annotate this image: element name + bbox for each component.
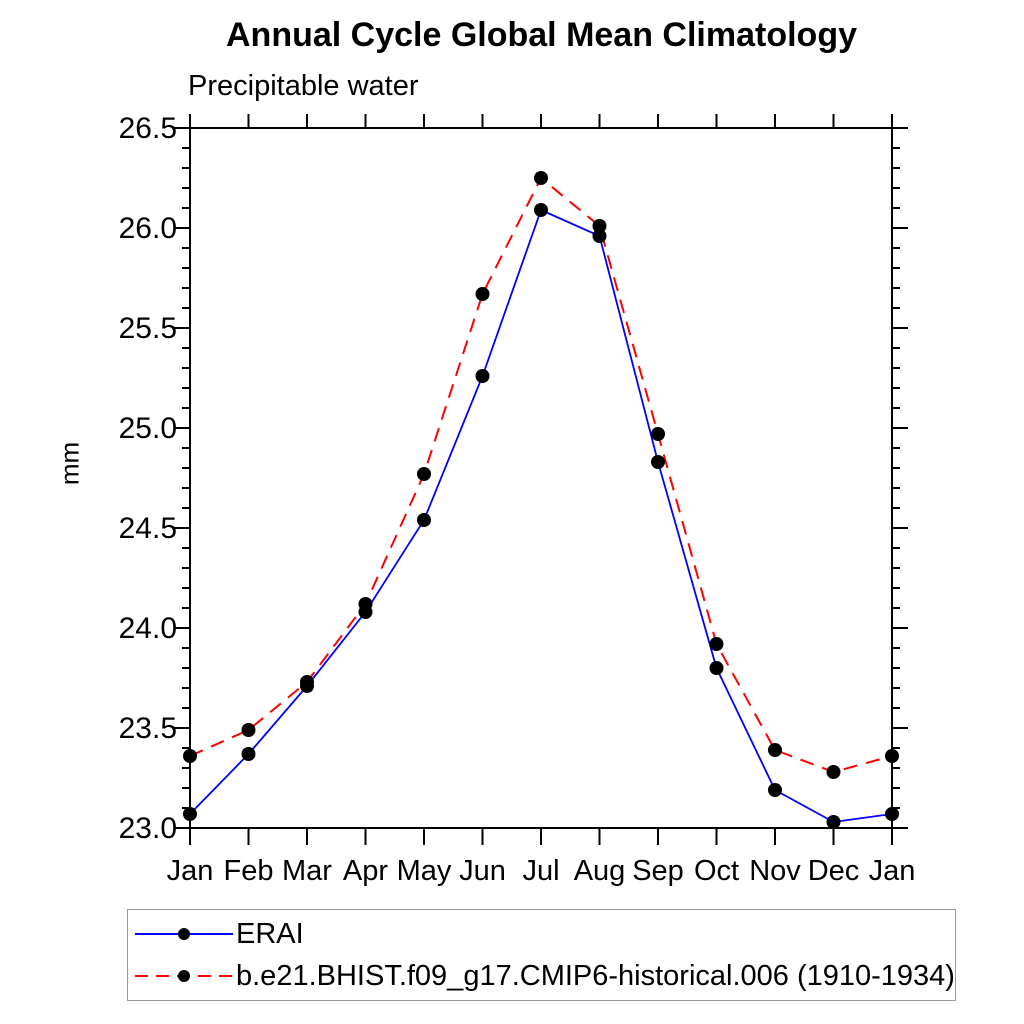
data-point [358, 597, 373, 611]
x-tick-label: Dec [808, 855, 860, 887]
data-point [651, 427, 665, 441]
y-tick-label: 23.5 [119, 712, 177, 745]
data-point [768, 783, 782, 797]
data-point [417, 513, 431, 527]
erai-line-sample-icon [135, 928, 233, 940]
y-axis-tick-labels: 23.0 23.5 24.0 24.5 25.0 25.5 26.0 26.5 [119, 112, 177, 845]
x-tick-label: Jan [167, 855, 214, 887]
legend-row-erai: ERAI [133, 915, 955, 953]
x-tick-label: Jul [522, 855, 559, 887]
data-point [768, 743, 782, 757]
data-point [826, 765, 841, 779]
chart-subtitle: Precipitable water [188, 70, 419, 102]
series-line-1 [189, 176, 893, 774]
series-line-0 [189, 208, 893, 823]
axes-frame [189, 127, 893, 829]
y-tick-label: 26.5 [119, 112, 177, 145]
data-point [885, 807, 899, 821]
data-point [592, 219, 607, 233]
chart-title: Annual Cycle Global Mean Climatology [226, 16, 857, 54]
legend: ERAI b.e21.BHIST.f09_g17.CMIP6-historica… [127, 909, 956, 1001]
x-tick-label: Feb [224, 855, 274, 887]
data-point [826, 815, 841, 829]
x-tick-label: Nov [749, 855, 801, 887]
model-dashed-line-sample-icon [135, 970, 233, 982]
x-tick-label: Oct [694, 855, 739, 887]
data-point [241, 747, 256, 761]
x-tick-label: Mar [282, 855, 332, 887]
data-point [417, 467, 431, 481]
data-point [709, 661, 724, 675]
y-tick-label: 24.0 [119, 612, 177, 645]
legend-label-model: b.e21.BHIST.f09_g17.CMIP6-historical.006… [236, 959, 955, 992]
y-tick-label: 23.0 [119, 812, 177, 845]
y-tick-label: 25.0 [119, 412, 177, 445]
x-tick-label: Jun [459, 855, 506, 887]
series-markers-0 [183, 203, 899, 829]
x-tick-label: Aug [574, 855, 626, 887]
data-point [534, 171, 548, 185]
series-markers-1 [183, 171, 899, 779]
x-tick-label: Apr [343, 855, 388, 887]
x-tick-label: Jan [869, 855, 916, 887]
x-tick-label: May [397, 855, 452, 887]
data-point [534, 203, 548, 217]
data-point [592, 229, 607, 243]
data-point [475, 369, 490, 383]
data-point [709, 637, 724, 651]
legend-row-model: b.e21.BHIST.f09_g17.CMIP6-historical.006… [133, 957, 955, 995]
data-point [241, 723, 256, 737]
data-point [651, 455, 665, 469]
x-tick-label: Sep [632, 855, 684, 887]
y-tick-label: 25.5 [119, 312, 177, 345]
y-tick-label: 24.5 [119, 512, 177, 545]
data-point [885, 749, 899, 763]
x-axis-tick-labels: Jan Feb Mar Apr May Jun Jul Aug Sep Oct Nov Dec Jan [167, 855, 916, 887]
data-point [300, 675, 314, 689]
tick-marks [174, 114, 908, 845]
data-point [183, 807, 197, 821]
data-point [183, 749, 197, 763]
data-point [475, 287, 490, 301]
legend-label-erai: ERAI [236, 917, 304, 950]
y-tick-label: 26.0 [119, 212, 177, 245]
